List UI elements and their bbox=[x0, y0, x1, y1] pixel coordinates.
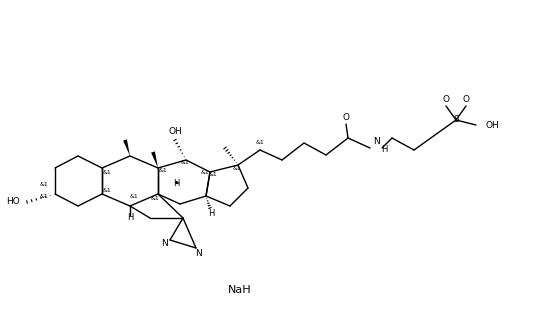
Text: &1: &1 bbox=[39, 182, 48, 187]
Text: OH: OH bbox=[168, 127, 182, 137]
Text: &1: &1 bbox=[159, 169, 168, 174]
Text: N: N bbox=[195, 250, 201, 258]
Text: &1: &1 bbox=[209, 172, 218, 177]
Text: &1: &1 bbox=[233, 165, 241, 171]
Text: H: H bbox=[381, 144, 387, 154]
Text: &1: &1 bbox=[256, 140, 264, 145]
Text: O: O bbox=[442, 95, 450, 104]
Text: H: H bbox=[173, 178, 179, 187]
Text: S: S bbox=[453, 116, 459, 124]
Text: H: H bbox=[208, 208, 214, 218]
Text: N: N bbox=[373, 138, 380, 147]
Text: O: O bbox=[462, 95, 470, 104]
Polygon shape bbox=[151, 151, 158, 168]
Text: &1: &1 bbox=[150, 196, 159, 201]
Text: O: O bbox=[342, 112, 350, 122]
Text: OH: OH bbox=[486, 121, 500, 129]
Text: &1: &1 bbox=[130, 194, 138, 199]
Text: &1: &1 bbox=[200, 171, 209, 176]
Text: &1: &1 bbox=[180, 160, 189, 165]
Text: N: N bbox=[162, 239, 168, 247]
Text: &1: &1 bbox=[103, 170, 112, 175]
Polygon shape bbox=[123, 139, 130, 156]
Text: H: H bbox=[127, 214, 133, 223]
Text: &1: &1 bbox=[103, 188, 112, 193]
Text: NaH: NaH bbox=[228, 285, 252, 295]
Text: HO: HO bbox=[6, 198, 20, 207]
Text: &1: &1 bbox=[39, 194, 48, 199]
